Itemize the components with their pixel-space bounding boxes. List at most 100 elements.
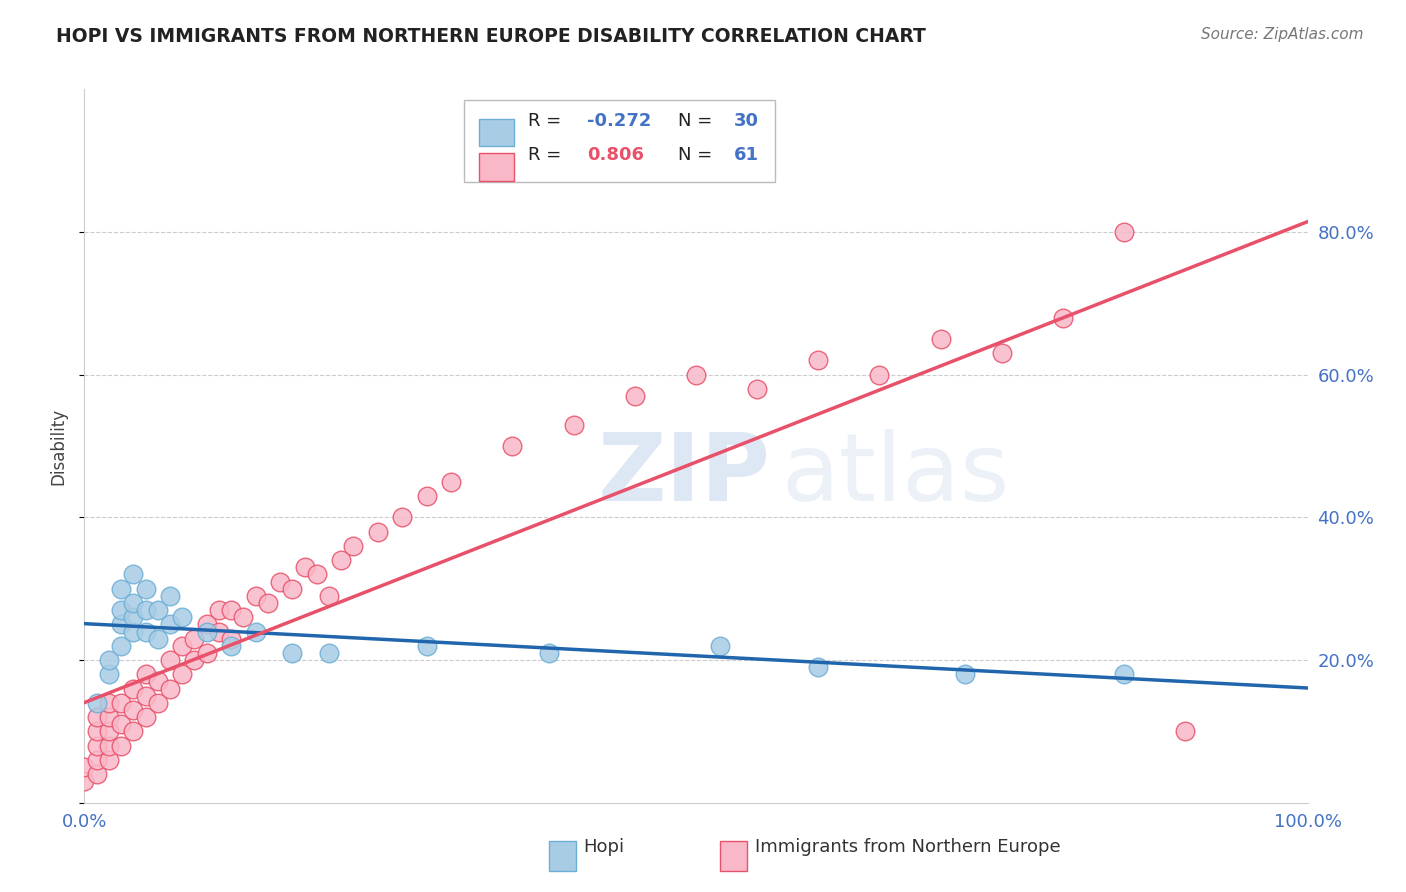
Text: -0.272: -0.272 [588, 112, 651, 130]
Point [1114, 667, 1136, 681]
Point [122, 610, 145, 624]
Point [195, 646, 218, 660]
Point [86, 710, 108, 724]
Point [135, 667, 157, 681]
Point [110, 739, 132, 753]
Point [172, 639, 194, 653]
Point [747, 382, 769, 396]
Point [73, 774, 96, 789]
Bar [550, 841, 576, 871]
Point [122, 624, 145, 639]
Point [183, 653, 205, 667]
Point [440, 475, 463, 489]
Point [219, 639, 242, 653]
Point [502, 439, 524, 453]
Point [97, 667, 120, 681]
Point [219, 603, 242, 617]
Point [1174, 724, 1197, 739]
Point [110, 696, 132, 710]
Text: R =: R = [529, 146, 568, 164]
Point [110, 717, 132, 731]
Point [97, 653, 120, 667]
Point [305, 567, 328, 582]
Point [122, 724, 145, 739]
Point [159, 589, 181, 603]
Point [135, 603, 157, 617]
Text: 61: 61 [734, 146, 759, 164]
Point [73, 760, 96, 774]
Point [86, 767, 108, 781]
Text: ZIP: ZIP [598, 428, 770, 521]
Point [110, 617, 132, 632]
Point [86, 753, 108, 767]
Point [416, 489, 439, 503]
Point [86, 724, 108, 739]
Bar [479, 120, 513, 146]
Point [318, 646, 340, 660]
Point [807, 660, 830, 674]
Text: HOPI VS IMMIGRANTS FROM NORTHERN EUROPE DISABILITY CORRELATION CHART: HOPI VS IMMIGRANTS FROM NORTHERN EUROPE … [56, 27, 927, 45]
Point [294, 560, 316, 574]
Point [97, 724, 120, 739]
Bar [479, 153, 513, 180]
Point [122, 681, 145, 696]
Point [159, 617, 181, 632]
Point [991, 346, 1014, 360]
Text: Hopi: Hopi [583, 838, 624, 856]
Point [195, 624, 218, 639]
Point [232, 610, 254, 624]
Point [318, 589, 340, 603]
Point [624, 389, 647, 403]
Point [122, 703, 145, 717]
Bar [720, 841, 748, 871]
Point [367, 524, 389, 539]
Point [146, 632, 169, 646]
Text: 30: 30 [734, 112, 759, 130]
Point [869, 368, 891, 382]
Point [146, 674, 169, 689]
Point [172, 610, 194, 624]
Point [159, 653, 181, 667]
Text: Source: ZipAtlas.com: Source: ZipAtlas.com [1201, 27, 1364, 42]
Point [219, 632, 242, 646]
Point [953, 667, 976, 681]
Point [538, 646, 561, 660]
Point [195, 617, 218, 632]
Point [416, 639, 439, 653]
Point [281, 646, 304, 660]
Point [122, 567, 145, 582]
Point [807, 353, 830, 368]
Point [86, 696, 108, 710]
Point [122, 596, 145, 610]
Point [135, 710, 157, 724]
Text: N =: N = [678, 112, 717, 130]
Point [1052, 310, 1074, 325]
Point [330, 553, 353, 567]
Point [110, 639, 132, 653]
Point [183, 632, 205, 646]
Point [135, 582, 157, 596]
Point [97, 739, 120, 753]
Point [146, 696, 169, 710]
Point [146, 603, 169, 617]
Text: N =: N = [678, 146, 717, 164]
Point [110, 582, 132, 596]
Point [562, 417, 585, 432]
Text: atlas: atlas [782, 428, 1010, 521]
Point [245, 624, 267, 639]
Text: 0.806: 0.806 [588, 146, 644, 164]
Point [97, 696, 120, 710]
Point [1114, 225, 1136, 239]
Point [135, 689, 157, 703]
Point [245, 589, 267, 603]
Point [342, 539, 364, 553]
Point [86, 739, 108, 753]
Y-axis label: Disability: Disability [49, 408, 67, 484]
Text: R =: R = [529, 112, 568, 130]
Point [97, 753, 120, 767]
Text: Immigrants from Northern Europe: Immigrants from Northern Europe [755, 838, 1060, 856]
Point [97, 710, 120, 724]
Point [172, 667, 194, 681]
Point [208, 603, 231, 617]
Point [281, 582, 304, 596]
